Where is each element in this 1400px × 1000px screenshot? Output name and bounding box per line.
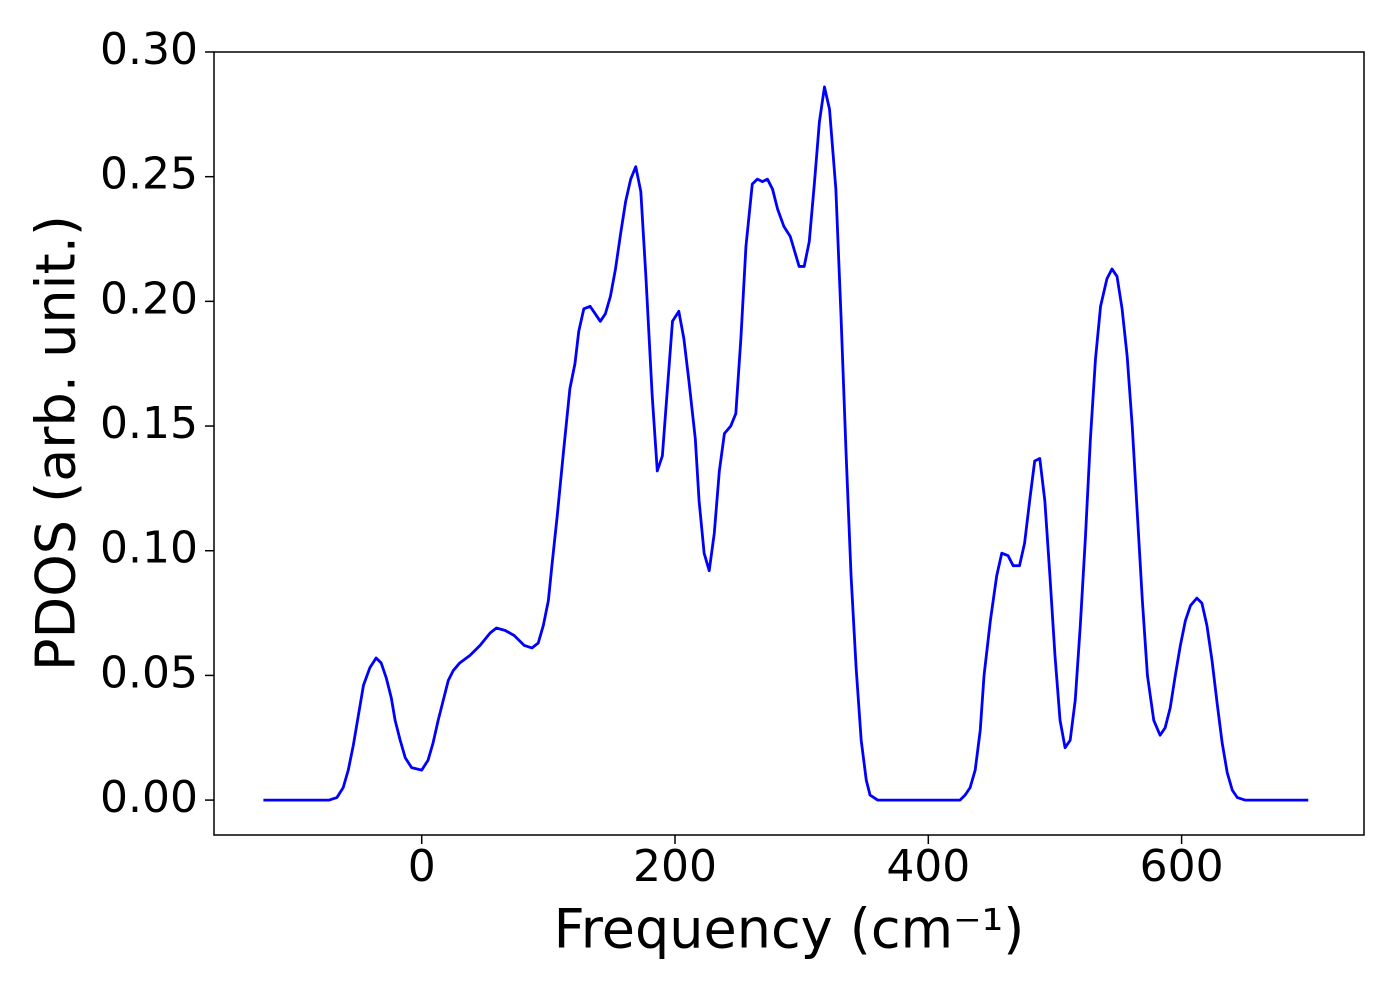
y-tick-label: 0.05 xyxy=(100,647,198,698)
y-tick-label: 0.25 xyxy=(100,149,198,200)
x-tick-label: 0 xyxy=(408,841,436,892)
x-tick-label: 400 xyxy=(886,841,970,892)
y-tick-label: 0.10 xyxy=(100,523,198,574)
y-tick-label: 0.30 xyxy=(100,24,198,75)
x-axis-label: Frequency (cm⁻¹) xyxy=(554,898,1025,961)
y-tick-label: 0.15 xyxy=(100,398,198,449)
x-tick-label: 600 xyxy=(1140,841,1224,892)
data-line xyxy=(263,85,1309,802)
x-tick-label: 200 xyxy=(633,841,717,892)
plot-frame xyxy=(213,51,1365,836)
y-axis-label: PDOS (arb. unit.) xyxy=(25,215,88,671)
y-tick-label: 0.00 xyxy=(100,772,198,823)
y-tick-label: 0.20 xyxy=(100,273,198,324)
